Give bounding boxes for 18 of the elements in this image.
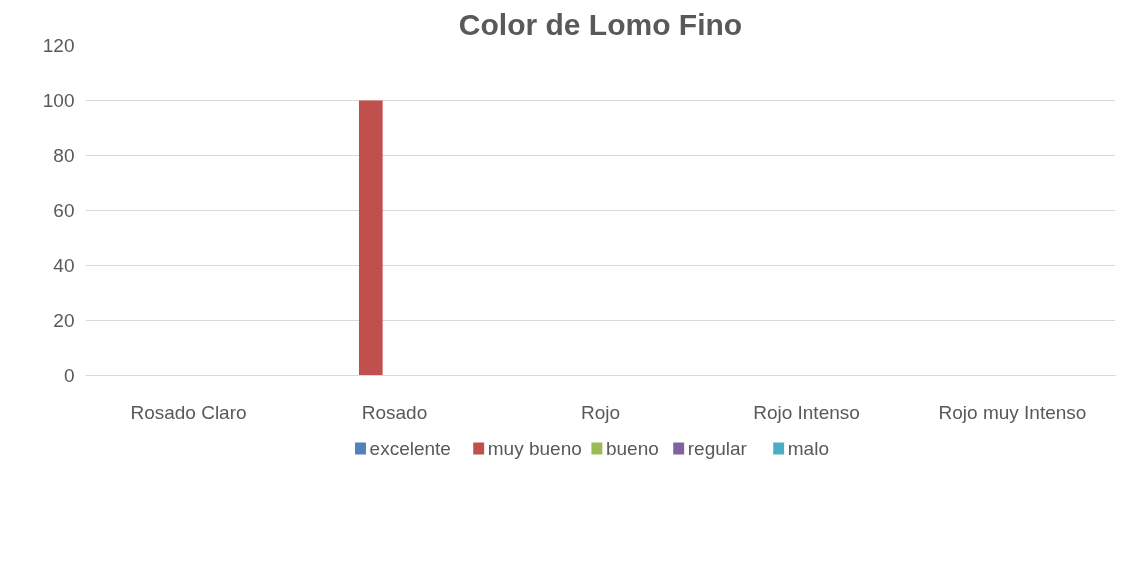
y-tick-label: 120 (42, 35, 75, 56)
legend-label: bueno (605, 438, 659, 459)
y-tick-label: 20 (53, 310, 75, 331)
x-tick-label: Rosado Claro (130, 401, 247, 423)
y-tick-label: 0 (63, 365, 75, 386)
x-tick-label: Rojo Intenso (753, 401, 860, 423)
x-tick-label: Rosado (361, 401, 428, 423)
y-tick-label: 40 (53, 255, 75, 276)
y-tick-label: 100 (42, 90, 75, 111)
chart-title: Color de Lomo Fino (458, 7, 743, 41)
x-tick-label: Rojo muy Intenso (938, 401, 1087, 423)
legend-label: muy bueno (487, 438, 582, 459)
x-tick-label: Rojo (580, 401, 621, 423)
y-tick-label: 60 (53, 200, 75, 221)
legend-label: excelente (369, 438, 451, 459)
legend-label: malo (787, 438, 829, 459)
y-tick-label: 80 (53, 145, 75, 166)
legend-label: regular (687, 438, 748, 459)
